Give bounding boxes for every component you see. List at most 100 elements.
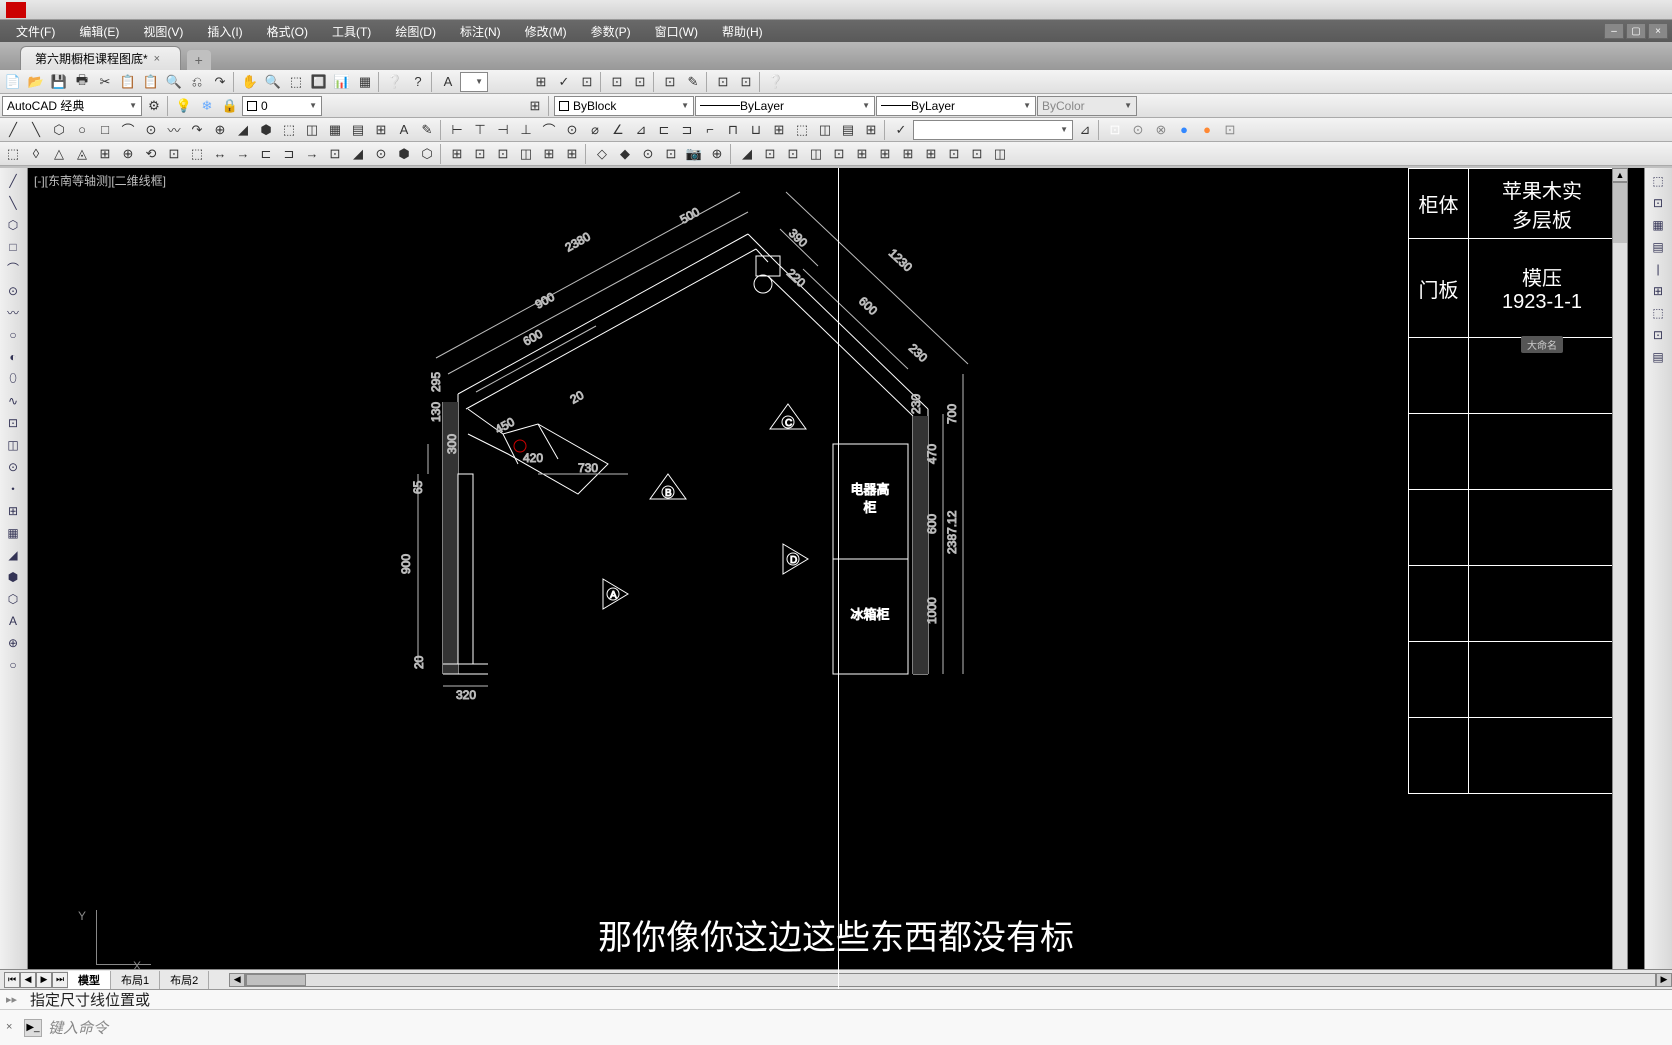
tool-icon[interactable]: ⊔: [745, 120, 767, 140]
tool-icon[interactable]: ⊡: [659, 72, 681, 92]
color-swatch-icon[interactable]: ⊗: [1150, 120, 1172, 140]
tool-icon[interactable]: ⊡: [828, 144, 850, 164]
palette-tool-icon[interactable]: A: [2, 610, 24, 631]
palette-tool-icon[interactable]: ▦: [1647, 214, 1669, 235]
tool-icon[interactable]: ╱: [2, 120, 24, 140]
lineweight-dropdown[interactable]: ByLayer▼: [876, 96, 1036, 116]
tool-icon[interactable]: ⊡: [324, 144, 346, 164]
tool-icon[interactable]: ⊢: [446, 120, 468, 140]
menu-draw[interactable]: 绘图(D): [383, 23, 448, 40]
tool-icon[interactable]: ⊞: [860, 120, 882, 140]
plotstyle-dropdown[interactable]: ByColor▼: [1037, 96, 1137, 116]
tool-icon[interactable]: ◫: [989, 144, 1011, 164]
tool-icon[interactable]: ⊞: [897, 144, 919, 164]
tool-icon[interactable]: ⊞: [370, 120, 392, 140]
tool-icon[interactable]: ⟲: [140, 144, 162, 164]
tool-icon[interactable]: ⊡: [660, 144, 682, 164]
menu-modify[interactable]: 修改(M): [513, 23, 579, 40]
color-dropdown[interactable]: ByBlock▼: [554, 96, 694, 116]
tool-icon[interactable]: A: [437, 72, 459, 92]
tool-icon[interactable]: ⬚: [791, 120, 813, 140]
command-prompt-icon[interactable]: ▶_: [24, 1019, 42, 1037]
tool-icon[interactable]: ⊡: [943, 144, 965, 164]
tab-nav-prev[interactable]: ◀: [20, 972, 36, 988]
menu-view[interactable]: 视图(V): [131, 23, 195, 40]
layer-manager-icon[interactable]: ⊞: [524, 96, 546, 116]
tool-icon[interactable]: ↷: [209, 72, 231, 92]
tool-icon[interactable]: ✋: [239, 72, 261, 92]
tool-icon[interactable]: ❔: [765, 72, 787, 92]
palette-tool-icon[interactable]: ⬡: [2, 214, 24, 235]
tool-icon[interactable]: ◫: [814, 120, 836, 140]
drawing-canvas[interactable]: [-][东南等轴测][二维线框] Y X: [28, 168, 1644, 989]
palette-tool-icon[interactable]: ⬚: [1647, 170, 1669, 191]
tool-icon[interactable]: ⎌: [186, 72, 208, 92]
textstyle-dropdown[interactable]: ▼: [460, 72, 488, 92]
palette-tool-icon[interactable]: ⊡: [2, 412, 24, 433]
command-input[interactable]: 键入命令: [48, 1017, 1666, 1038]
tool-icon[interactable]: ⊙: [140, 120, 162, 140]
tool-icon[interactable]: ◆: [614, 144, 636, 164]
maximize-button[interactable]: ▢: [1626, 23, 1646, 39]
tool-icon[interactable]: ⊞: [561, 144, 583, 164]
layer-lock-icon[interactable]: 🔒: [219, 96, 241, 116]
palette-tool-icon[interactable]: |: [1647, 258, 1669, 279]
close-button[interactable]: ×: [1648, 23, 1668, 39]
tool-icon[interactable]: 🖶: [71, 72, 93, 92]
tool-icon[interactable]: ⊡: [469, 144, 491, 164]
tool-icon[interactable]: ↷: [186, 120, 208, 140]
tool-icon[interactable]: ◢: [736, 144, 758, 164]
menu-window[interactable]: 窗口(W): [643, 23, 710, 40]
tab-nav-next[interactable]: ▶: [36, 972, 52, 988]
tool-icon[interactable]: ∠: [607, 120, 629, 140]
palette-tool-icon[interactable]: 〰: [2, 302, 24, 323]
tool-icon[interactable]: →: [232, 144, 254, 164]
tool-icon[interactable]: ⊞: [768, 120, 790, 140]
color-swatch-icon[interactable]: ●: [1196, 120, 1218, 140]
tool-icon[interactable]: ⊕: [209, 120, 231, 140]
scroll-thumb-h[interactable]: [246, 974, 306, 986]
tool-icon[interactable]: ◢: [232, 120, 254, 140]
tool-icon[interactable]: ◊: [25, 144, 47, 164]
tool-icon[interactable]: ⊡: [492, 144, 514, 164]
palette-tool-icon[interactable]: ╲: [2, 192, 24, 213]
palette-tool-icon[interactable]: ▤: [1647, 236, 1669, 257]
tool-icon[interactable]: →: [301, 144, 323, 164]
tool-icon[interactable]: ⬡: [416, 144, 438, 164]
tool-icon[interactable]: ▦: [324, 120, 346, 140]
command-chip[interactable]: 大命名: [1521, 336, 1563, 353]
linetype-dropdown[interactable]: ByLayer▼: [695, 96, 875, 116]
palette-tool-icon[interactable]: ╱: [2, 170, 24, 191]
tool-icon[interactable]: ⊡: [629, 72, 651, 92]
palette-tool-icon[interactable]: ○: [2, 654, 24, 675]
tool-icon[interactable]: ⊕: [117, 144, 139, 164]
tool-icon[interactable]: ╲: [25, 120, 47, 140]
tool-icon[interactable]: 📋: [117, 72, 139, 92]
workspace-dropdown[interactable]: AutoCAD 经典▼: [2, 96, 142, 116]
tool-icon[interactable]: 📋: [140, 72, 162, 92]
palette-tool-icon[interactable]: ・: [2, 478, 24, 499]
tool-icon[interactable]: ⊡: [966, 144, 988, 164]
menu-insert[interactable]: 插入(I): [195, 23, 254, 40]
tool-icon[interactable]: ◬: [71, 144, 93, 164]
tool-icon[interactable]: 🔍: [163, 72, 185, 92]
tool-icon[interactable]: ⊕: [706, 144, 728, 164]
close-tab-icon[interactable]: ×: [154, 53, 166, 65]
tool-icon[interactable]: 💾: [48, 72, 70, 92]
layer-dropdown[interactable]: 0▼: [242, 96, 322, 116]
color-swatch-icon[interactable]: ⊡: [1104, 120, 1126, 140]
menu-file[interactable]: 文件(F): [4, 23, 67, 40]
tool-icon[interactable]: ⊞: [446, 144, 468, 164]
tool-icon[interactable]: ○: [71, 120, 93, 140]
tool-icon[interactable]: ⊞: [920, 144, 942, 164]
color-swatch-icon[interactable]: ⊡: [1219, 120, 1241, 140]
tool-icon[interactable]: ⊐: [676, 120, 698, 140]
tool-icon[interactable]: ⬚: [186, 144, 208, 164]
color-swatch-icon[interactable]: ⊙: [1127, 120, 1149, 140]
tool-icon[interactable]: ❔: [384, 72, 406, 92]
workspace-settings-icon[interactable]: ⚙: [143, 96, 165, 116]
tool-icon[interactable]: ↔: [209, 144, 231, 164]
menu-help[interactable]: 帮助(H): [710, 23, 775, 40]
tool-icon[interactable]: □: [94, 120, 116, 140]
tool-icon[interactable]: ⊙: [370, 144, 392, 164]
